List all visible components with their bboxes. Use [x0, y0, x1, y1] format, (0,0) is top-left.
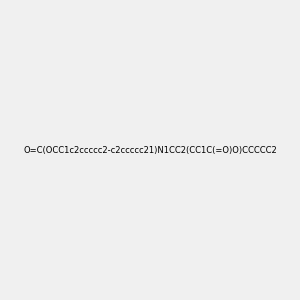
- Text: O=C(OCC1c2ccccc2-c2ccccc21)N1CC2(CC1C(=O)O)CCCCC2: O=C(OCC1c2ccccc2-c2ccccc21)N1CC2(CC1C(=O…: [23, 146, 277, 154]
